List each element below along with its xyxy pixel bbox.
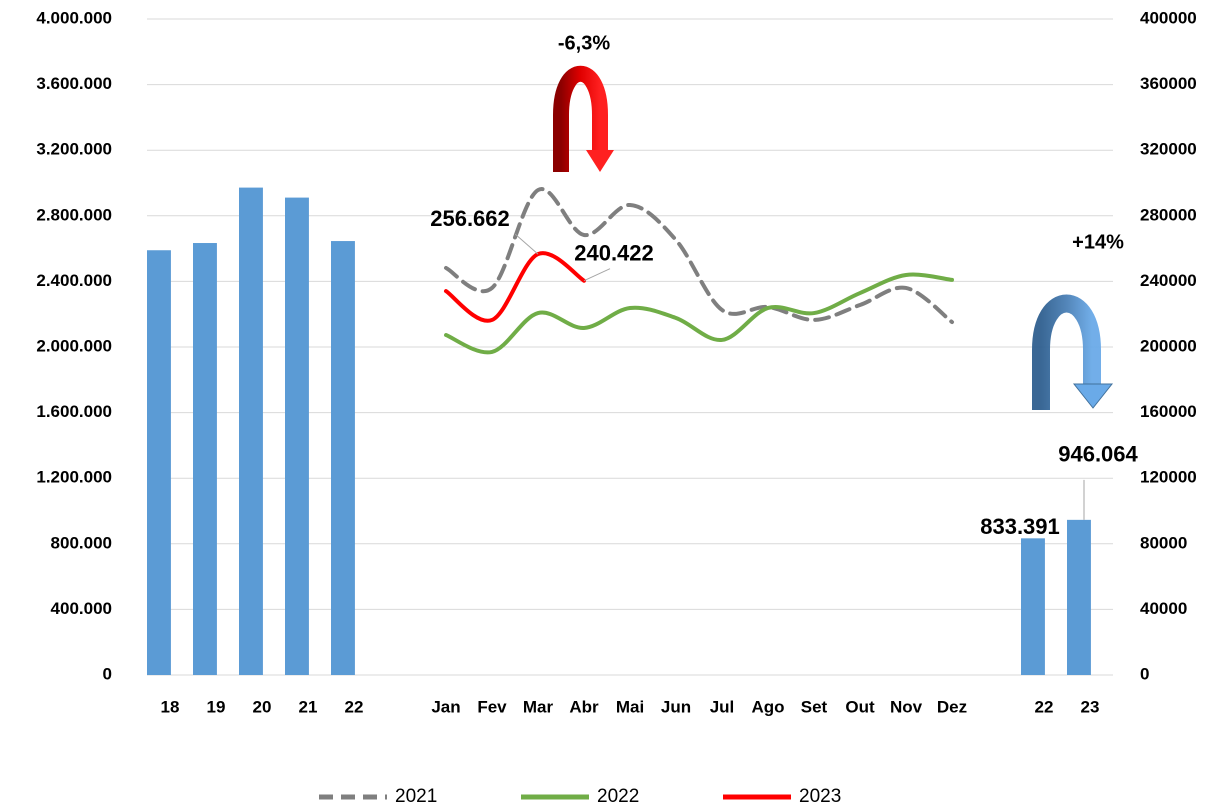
x-tick-label: Ago bbox=[751, 697, 784, 716]
bar bbox=[1021, 538, 1045, 675]
line bbox=[444, 251, 586, 323]
y2-tick-label: 0 bbox=[1140, 664, 1149, 683]
x-tick-label: Mar bbox=[523, 697, 554, 716]
x-tick-label: 22 bbox=[345, 697, 364, 716]
data-label: 240.422 bbox=[574, 241, 654, 266]
x-tick-label: Nov bbox=[890, 697, 923, 716]
plot: 0 400.000 800.000 1.200.000 1.600.000 2.000.0… bbox=[36, 8, 1196, 807]
y2-tick-label: 40000 bbox=[1140, 599, 1187, 618]
y-tick-label: 2.000.000 bbox=[36, 336, 112, 355]
y-tick-label: 1.600.000 bbox=[36, 402, 112, 421]
leader-line bbox=[514, 233, 539, 255]
x-tick-label: Jan bbox=[431, 697, 460, 716]
y2-tick-label: 400000 bbox=[1140, 8, 1197, 27]
y-tick-label: 2.800.000 bbox=[36, 205, 112, 224]
y2-tick-label: 320000 bbox=[1140, 140, 1197, 159]
x-tick-label: 20 bbox=[253, 697, 272, 716]
y2-tick-label: 240000 bbox=[1140, 271, 1197, 290]
x-tick-label: 22 bbox=[1035, 697, 1054, 716]
x-tick-label: Jun bbox=[661, 697, 691, 716]
bar bbox=[147, 250, 171, 676]
annotation: +14% bbox=[1072, 231, 1124, 253]
bar bbox=[331, 241, 355, 675]
legend-label: 2021 bbox=[395, 786, 437, 807]
y-tick-label: 1.200.000 bbox=[36, 468, 112, 487]
annotation: -6,3% bbox=[558, 32, 610, 54]
y2-tick-label: 160000 bbox=[1140, 402, 1197, 421]
y-tick-label: 0 bbox=[103, 664, 112, 683]
leader-line bbox=[583, 268, 611, 282]
bar bbox=[239, 187, 263, 676]
legend-label: 2023 bbox=[799, 786, 841, 807]
y2-tick-label: 200000 bbox=[1140, 336, 1197, 355]
y2-tick-label: 280000 bbox=[1140, 205, 1197, 224]
y-tick-label: 3.600.000 bbox=[36, 74, 112, 93]
line bbox=[444, 272, 954, 355]
x-tick-label: Abr bbox=[569, 697, 599, 716]
y-tick-label: 4.000.000 bbox=[36, 8, 112, 27]
red-arrow bbox=[553, 65, 614, 172]
line bbox=[444, 187, 954, 325]
x-tick-label: Set bbox=[801, 697, 828, 716]
bar bbox=[1067, 519, 1091, 675]
legend-label: 2022 bbox=[597, 786, 639, 807]
y-tick-label: 3.200.000 bbox=[36, 140, 112, 159]
x-tick-label: Mai bbox=[616, 697, 644, 716]
x-tick-label: Dez bbox=[937, 697, 967, 716]
y-tick-label: 400.000 bbox=[51, 599, 112, 618]
y2-tick-label: 120000 bbox=[1140, 468, 1197, 487]
y2-tick-label: 360000 bbox=[1140, 74, 1197, 93]
x-tick-label: 21 bbox=[299, 697, 318, 716]
data-label: 833.391 bbox=[980, 514, 1060, 539]
x-tick-label: Out bbox=[845, 697, 875, 716]
x-tick-label: 19 bbox=[207, 697, 226, 716]
bar bbox=[193, 243, 217, 676]
y2-tick-label: 80000 bbox=[1140, 533, 1187, 552]
y-tick-label: 2.400.000 bbox=[36, 271, 112, 290]
x-tick-label: Fev bbox=[477, 697, 507, 716]
bar bbox=[285, 197, 309, 675]
x-tick-label: Jul bbox=[710, 697, 735, 716]
data-label: 946.064 bbox=[1058, 442, 1138, 467]
blue-arrow bbox=[1032, 294, 1114, 410]
x-tick-label: 23 bbox=[1081, 697, 1100, 716]
y-tick-label: 800.000 bbox=[51, 533, 112, 552]
x-tick-label: 18 bbox=[161, 697, 180, 716]
data-label: 256.662 bbox=[430, 206, 510, 231]
